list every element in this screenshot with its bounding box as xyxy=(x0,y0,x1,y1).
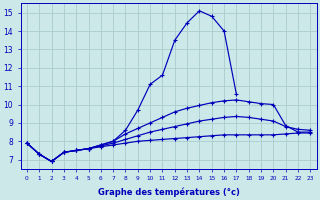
X-axis label: Graphe des températures (°c): Graphe des températures (°c) xyxy=(98,187,240,197)
